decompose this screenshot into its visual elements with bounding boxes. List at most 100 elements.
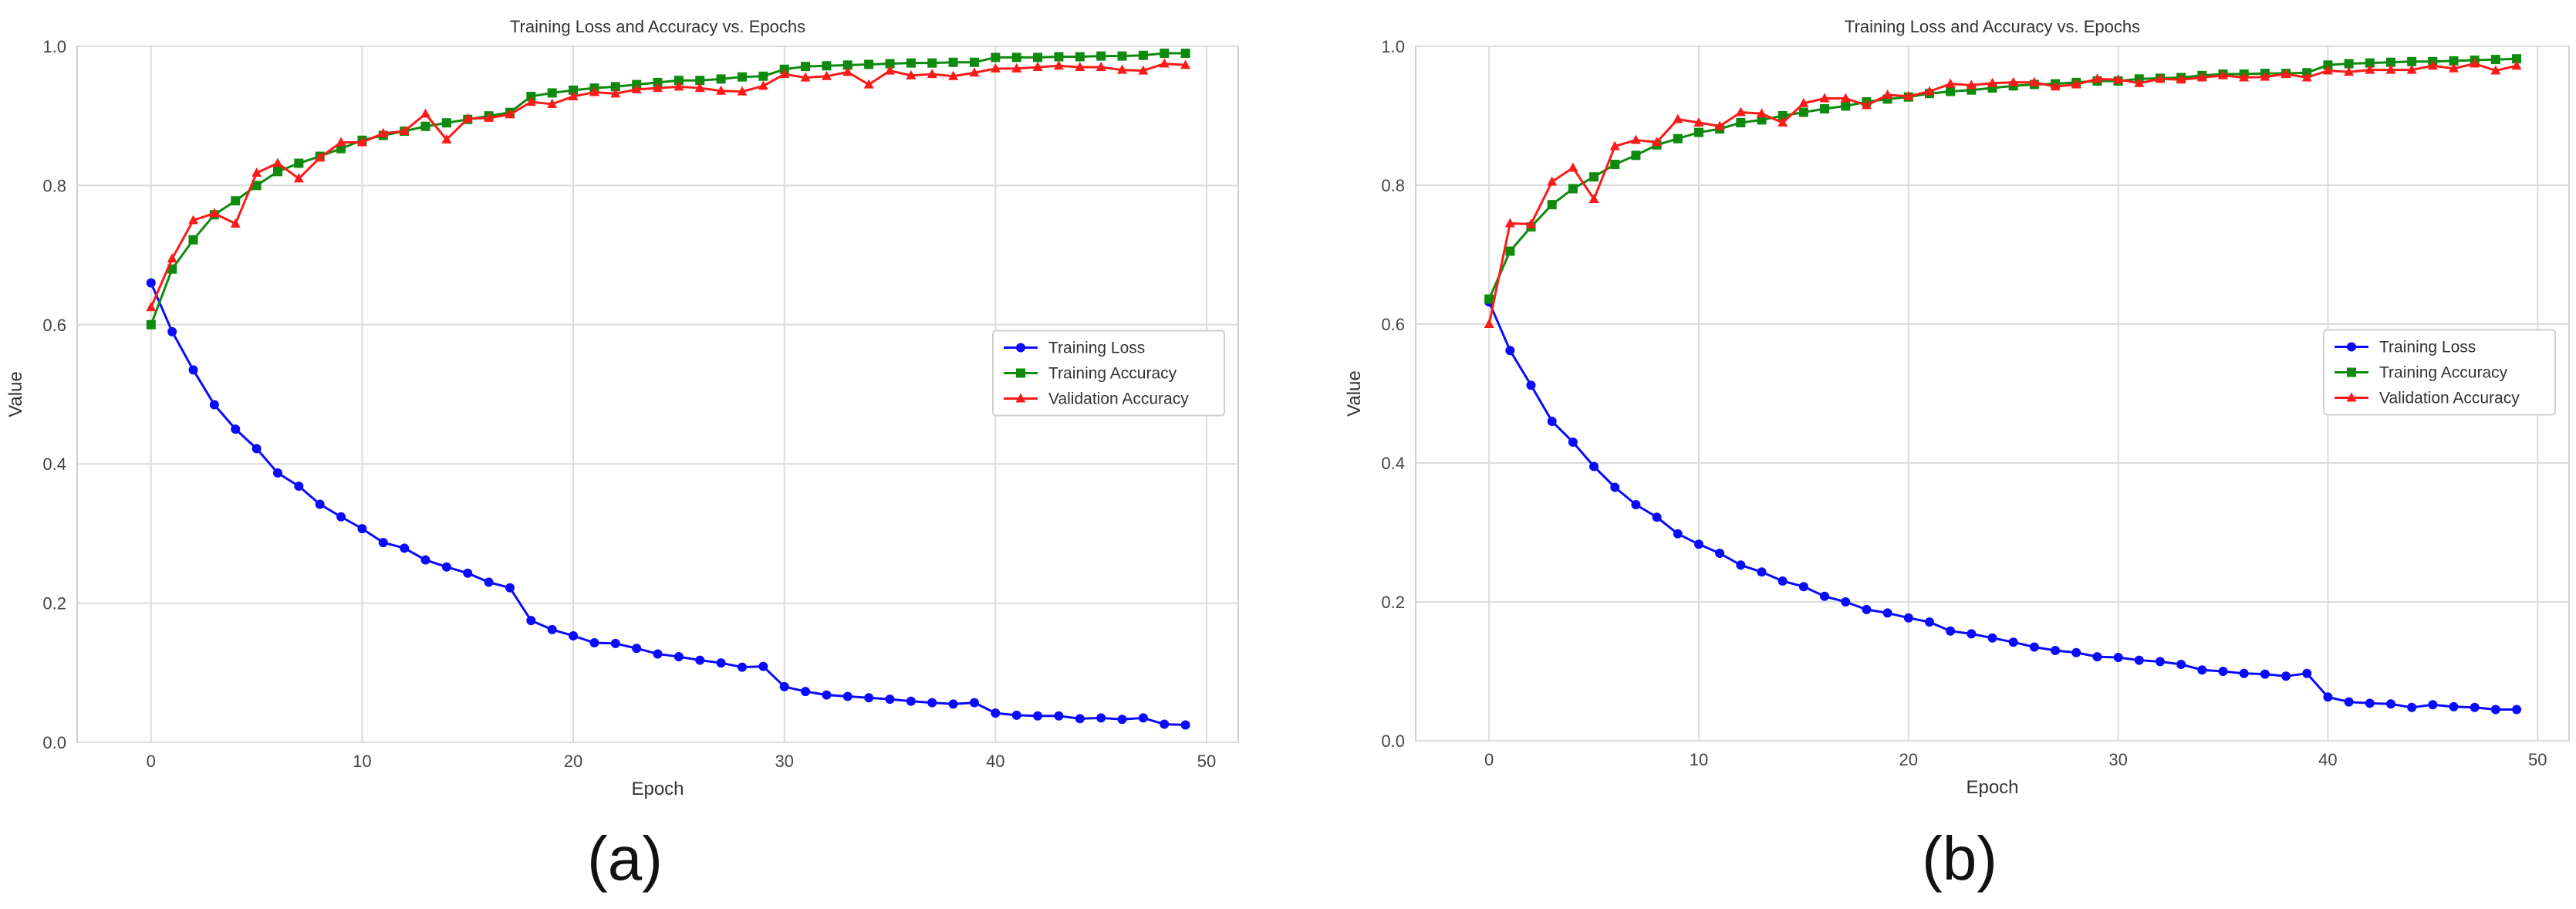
chart0-point-training-loss <box>294 482 304 492</box>
chart0-point-training-accuracy <box>801 62 811 72</box>
chart0-point-training-accuracy <box>822 61 832 71</box>
chart0-point-validation-accuracy <box>230 218 241 228</box>
chart1-point-training-loss <box>1631 500 1641 509</box>
chart0-legend-marker <box>1016 343 1025 353</box>
chart0-point-training-loss <box>209 400 219 410</box>
chart1-point-validation-accuracy <box>2050 81 2061 91</box>
chart1-point-validation-accuracy <box>1547 176 1558 186</box>
chart0-point-training-loss <box>1160 719 1170 729</box>
chart1-y-tick-label: 0.4 <box>1381 454 1405 473</box>
chart1-point-validation-accuracy <box>2322 65 2333 75</box>
chart1-point-training-accuracy <box>1568 184 1578 194</box>
chart0-point-validation-accuracy <box>906 69 917 79</box>
chart1-point-training-loss <box>2051 646 2061 655</box>
chart0-y-tick-label: 0.8 <box>42 176 66 195</box>
chart0-title: Training Loss and Accuracy vs. Epochs <box>510 17 805 36</box>
chart1-legend-box <box>2323 329 2556 416</box>
chart0-y-tick-label: 0.2 <box>42 594 66 613</box>
chart1-point-training-loss <box>2385 699 2395 709</box>
chart1-point-validation-accuracy <box>1714 120 1725 130</box>
chart1-point-training-accuracy <box>1882 94 1892 104</box>
chart0-legend-label: Validation Accuracy <box>1048 390 1189 408</box>
chart1-point-training-loss <box>1547 417 1557 426</box>
chart1-point-validation-accuracy <box>2365 64 2375 74</box>
chart1-title: Training Loss and Accuracy vs. Epochs <box>1845 17 2140 36</box>
chart0-x-tick-label: 30 <box>775 752 793 771</box>
chart1-y-tick-label: 0.8 <box>1381 176 1405 195</box>
chart1-point-training-loss <box>2092 652 2102 662</box>
chart1-point-training-loss <box>2512 705 2522 715</box>
chart0-point-training-accuracy <box>294 158 304 168</box>
chart1-point-training-loss <box>1757 567 1767 577</box>
chart0-point-training-loss <box>779 681 789 691</box>
chart0-point-training-loss <box>252 444 262 454</box>
chart0-point-training-loss <box>632 644 642 654</box>
chart1-point-validation-accuracy <box>1757 108 1767 118</box>
chart1-point-training-loss <box>1610 482 1620 492</box>
chart1-y-tick-label: 1.0 <box>1381 37 1405 56</box>
chart1-point-training-loss <box>2176 660 2186 669</box>
chart0-point-training-accuracy <box>441 118 451 128</box>
chart1-point-validation-accuracy <box>1924 86 1935 96</box>
chart0-point-validation-accuracy <box>441 133 452 144</box>
chart0-point-training-loss <box>801 687 811 697</box>
chart1-x-tick-label: 30 <box>2108 750 2127 769</box>
chart1-point-training-accuracy <box>1673 133 1683 144</box>
chart0-point-validation-accuracy <box>842 66 853 76</box>
chart0-point-validation-accuracy <box>1032 62 1043 72</box>
chart0-point-training-accuracy <box>1160 49 1170 59</box>
chart1-point-training-loss <box>1862 604 1872 614</box>
chart1-point-training-accuracy <box>1946 86 1956 96</box>
chart0-point-validation-accuracy <box>758 80 768 90</box>
chart0-point-validation-accuracy <box>525 96 536 106</box>
chart0-point-training-accuracy <box>1096 51 1106 61</box>
chart1-point-training-accuracy <box>2512 54 2522 64</box>
chart1-point-validation-accuracy <box>2155 73 2166 83</box>
chart1-point-training-accuracy <box>1589 172 1599 182</box>
chart1-point-validation-accuracy <box>1673 113 1683 123</box>
chart1-legend: Training Loss Training Accuracy Validation… <box>2323 329 2556 416</box>
chart0-point-validation-accuracy <box>420 108 430 118</box>
chart0-point-validation-accuracy <box>188 215 198 225</box>
chart0-point-validation-accuracy <box>1011 63 1022 73</box>
chart0-x-tick-label: 0 <box>147 752 156 771</box>
chart1-x-tick-label: 0 <box>1484 750 1494 769</box>
chart1-point-validation-accuracy <box>1588 194 1599 203</box>
chart1-point-validation-accuracy <box>2301 72 2312 82</box>
chart1-point-training-loss <box>2470 702 2480 712</box>
chart0-point-training-accuracy <box>716 74 726 84</box>
chart0-point-validation-accuracy <box>399 126 410 136</box>
chart0-point-validation-accuracy <box>1159 58 1170 68</box>
chart1-point-validation-accuracy <box>2176 74 2186 84</box>
chart1-point-training-loss <box>1903 613 1913 623</box>
chart0-point-training-loss <box>716 658 726 668</box>
chart0-point-validation-accuracy <box>653 83 663 93</box>
chart1-point-validation-accuracy <box>2029 76 2040 86</box>
chart0-point-training-loss <box>188 365 198 375</box>
chart1-point-validation-accuracy <box>1504 218 1515 228</box>
chart1-point-validation-accuracy <box>2196 72 2207 82</box>
chart0-y-axis-label: Value <box>5 371 26 417</box>
chart1-point-training-loss <box>2155 657 2165 667</box>
chart1-x-axis-label: Epoch <box>1966 777 2018 798</box>
chart1-point-training-accuracy <box>1820 104 1830 113</box>
chart0-point-training-accuracy <box>252 181 262 191</box>
chart0-point-training-loss <box>420 555 430 565</box>
chart0-point-training-loss <box>547 624 557 634</box>
chart1-point-training-loss <box>1967 629 1977 639</box>
chart0-point-validation-accuracy <box>568 90 579 100</box>
chart0-point-training-accuracy <box>737 72 747 82</box>
chart0-point-training-accuracy <box>1054 52 1064 62</box>
chart1-x-tick-label: 10 <box>1690 750 1708 769</box>
chart1-point-training-loss <box>2428 700 2438 710</box>
chart0-legend: Training Loss Training Accuracy Validation… <box>992 329 1225 417</box>
chart0-point-training-loss <box>991 708 1001 718</box>
chart0-point-validation-accuracy <box>293 173 304 183</box>
chart1-point-training-loss <box>2490 705 2500 715</box>
chart0-point-training-loss <box>357 524 367 534</box>
chart0-point-training-loss <box>167 326 177 336</box>
chart0-point-training-loss <box>842 691 852 701</box>
chart1-point-training-loss <box>1924 617 1934 627</box>
chart1-point-training-accuracy <box>1736 118 1746 127</box>
chart0-point-validation-accuracy <box>1180 59 1191 69</box>
